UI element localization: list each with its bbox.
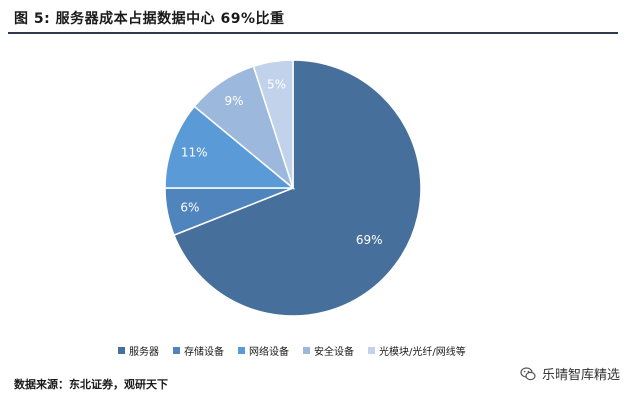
legend-label: 安全设备 bbox=[314, 347, 354, 358]
legend-swatch bbox=[368, 347, 375, 354]
legend-label: 存储设备 bbox=[184, 347, 224, 358]
source-note: 数据来源：东北证券，观研天下 bbox=[14, 378, 168, 391]
legend-item-1: 存储设备 bbox=[173, 343, 224, 358]
legend-swatch bbox=[238, 347, 245, 354]
pie-chart: 69% 6% 11% 9% 5% bbox=[164, 59, 422, 317]
slice-label-0: 69% bbox=[356, 233, 383, 247]
legend-item-0: 服务器 bbox=[118, 343, 159, 358]
legend-swatch bbox=[118, 347, 125, 354]
pie-slice-0 bbox=[173, 59, 422, 317]
legend-label: 光模块/光纤/网线等 bbox=[379, 347, 466, 358]
figure-title: 图 5: 服务器成本占据数据中心 69%比重 bbox=[14, 11, 285, 27]
legend-label: 服务器 bbox=[129, 347, 159, 358]
slice-label-1: 6% bbox=[180, 201, 199, 215]
pie-slice-4 bbox=[252, 59, 294, 189]
title-divider bbox=[8, 32, 618, 34]
legend-swatch bbox=[173, 347, 180, 354]
watermark: 乐晴智库精选 bbox=[520, 364, 620, 383]
chart-legend: 服务器 存储设备 网络设备 安全设备 光模块/光纤/网线等 bbox=[118, 343, 466, 358]
legend-item-4: 光模块/光纤/网线等 bbox=[368, 343, 466, 358]
pie-slice-2 bbox=[164, 105, 296, 189]
legend-item-2: 网络设备 bbox=[238, 343, 289, 358]
watermark-text: 乐晴智库精选 bbox=[541, 368, 620, 383]
slice-label-2: 11% bbox=[181, 145, 208, 159]
wechat-icon bbox=[520, 366, 536, 380]
slice-label-3: 9% bbox=[224, 94, 243, 108]
legend-swatch bbox=[303, 347, 310, 354]
legend-label: 网络设备 bbox=[249, 347, 289, 358]
legend-item-3: 安全设备 bbox=[303, 343, 354, 358]
slice-label-4: 5% bbox=[267, 77, 286, 91]
